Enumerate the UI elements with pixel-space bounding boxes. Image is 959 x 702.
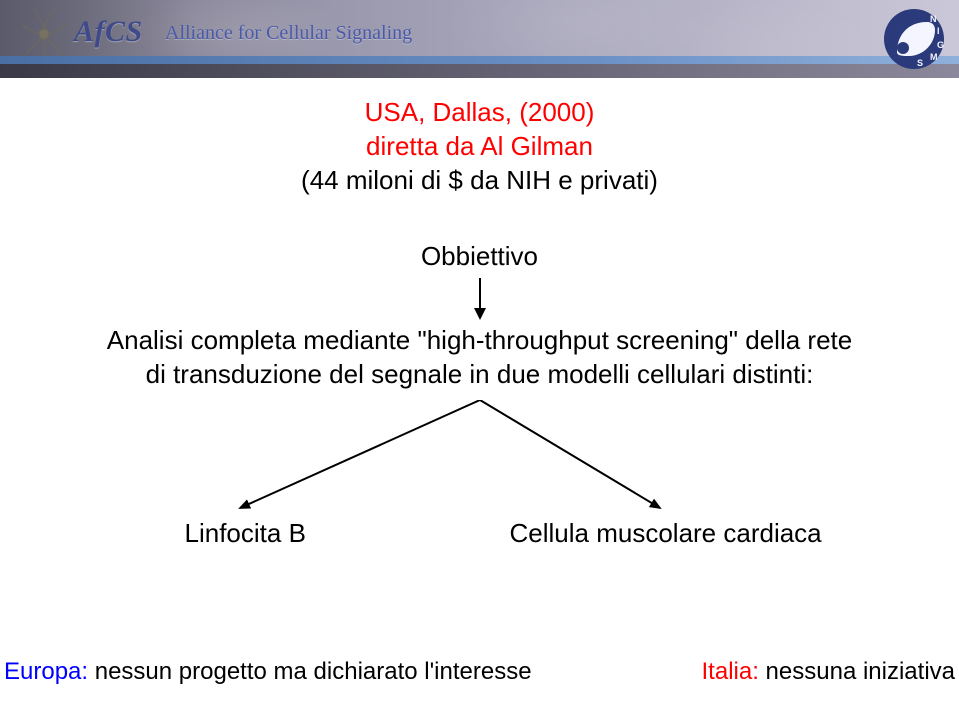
footer-right: Italia: nessuna iniziativa <box>702 658 955 686</box>
heading-line-2: diretta da Al Gilman <box>0 130 959 164</box>
footer-right-text: nessuna iniziativa <box>766 658 955 685</box>
branch-diagram: Linfocita B Cellula muscolare cardiaca <box>130 400 830 560</box>
footer-right-prefix: Italia: <box>702 658 766 685</box>
neuron-icon <box>20 8 68 56</box>
heading-line-3: (44 miloni di $ da NIH e privati) <box>0 164 959 198</box>
footer-left-prefix: Europa: <box>4 658 95 685</box>
footer: Europa: nessun progetto ma dichiarato l'… <box>0 658 959 686</box>
down-arrow-icon <box>470 276 490 320</box>
objective-label: Obbiettivo <box>421 241 538 272</box>
branch-left-label: Linfocita B <box>185 518 306 549</box>
objective-body-line-1: Analisi completa mediante "high-throughp… <box>0 324 959 358</box>
objective-body: Analisi completa mediante "high-throughp… <box>0 324 959 392</box>
svg-text:G: G <box>937 40 944 50</box>
heading-line-1: USA, Dallas, (2000) <box>0 96 959 130</box>
nigms-badge-icon: N I G M S <box>883 8 945 70</box>
branch-right-label: Cellula muscolare cardiaca <box>510 518 822 549</box>
banner: AfCS Alliance for Cellular Signaling N I… <box>0 0 959 78</box>
svg-text:I: I <box>937 26 940 36</box>
banner-stripe <box>0 56 959 64</box>
slide-content: USA, Dallas, (2000) diretta da Al Gilman… <box>0 78 959 702</box>
banner-title: Alliance for Cellular Signaling <box>165 22 412 45</box>
banner-bottom <box>0 64 959 78</box>
footer-left: Europa: nessun progetto ma dichiarato l'… <box>4 658 532 686</box>
afcs-logo: AfCS <box>20 8 143 56</box>
svg-text:S: S <box>917 58 923 68</box>
objective-body-line-2: di transduzione del segnale in due model… <box>0 358 959 392</box>
objective-block: Obbiettivo Analisi completa mediante "hi… <box>0 241 959 392</box>
svg-text:M: M <box>930 52 938 62</box>
afcs-logo-text: AfCS <box>74 15 143 49</box>
svg-text:N: N <box>930 14 937 24</box>
footer-left-text: nessun progetto ma dichiarato l'interess… <box>95 658 532 685</box>
heading-block: USA, Dallas, (2000) diretta da Al Gilman… <box>0 96 959 197</box>
